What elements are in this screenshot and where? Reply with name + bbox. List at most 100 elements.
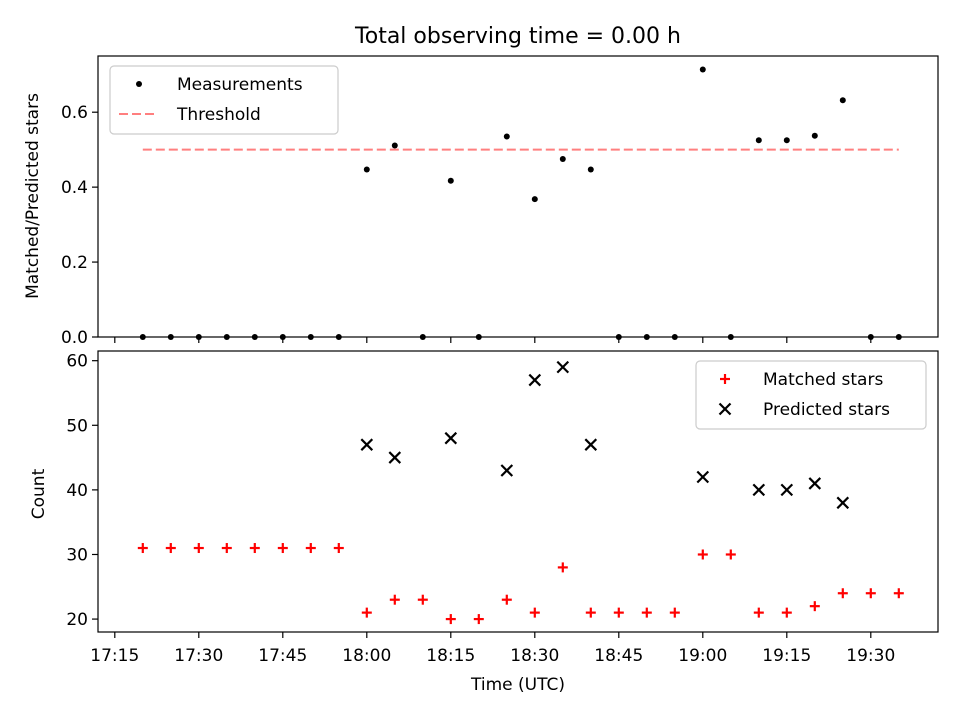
top-data-point xyxy=(811,132,818,139)
bottom-data-point xyxy=(697,549,708,560)
bottom-data-point xyxy=(837,588,848,599)
top-data-point xyxy=(391,142,398,149)
bottom-data-point xyxy=(780,483,794,497)
top-y-tick-label: 0.0 xyxy=(61,328,88,348)
bottom-y-tick-label: 50 xyxy=(66,416,88,436)
top-plot-area: 0.0 0.2 0.4 0.6 xyxy=(61,55,939,348)
top-axes-frame xyxy=(97,55,939,338)
x-tick-label: 18:00 xyxy=(342,646,391,666)
bottom-data-point xyxy=(221,543,232,554)
bottom-data-point xyxy=(193,543,204,554)
bottom-data-point xyxy=(528,373,542,387)
bottom-data-point xyxy=(725,549,736,560)
bottom-legend: Matched stars Predicted stars xyxy=(695,360,927,430)
bottom-data-point xyxy=(529,607,540,618)
top-legend: Measurements Threshold xyxy=(109,65,339,135)
bottom-data-point xyxy=(584,438,598,451)
bottom-data-point xyxy=(752,483,766,497)
top-data-point xyxy=(699,66,706,73)
top-data-point xyxy=(447,177,454,184)
bottom-data-point xyxy=(809,601,820,612)
top-data-point xyxy=(363,166,370,173)
bottom-y-tick-label: 30 xyxy=(66,545,88,565)
bottom-data-point xyxy=(389,594,400,605)
top-data-point xyxy=(587,166,594,173)
bottom-data-point xyxy=(361,607,372,618)
top-y-axis-label: Matched/Predicted stars xyxy=(23,93,43,299)
top-data-point xyxy=(839,97,846,104)
bottom-y-tick-label: 20 xyxy=(66,610,88,630)
top-data-point xyxy=(755,137,762,144)
bottom-y-tick-label: 40 xyxy=(66,481,88,501)
bottom-data-point xyxy=(137,543,148,554)
bottom-axes-frame xyxy=(97,350,939,633)
top-y-tick-label: 0.6 xyxy=(61,103,88,123)
bottom-data-point xyxy=(277,543,288,554)
top-y-tick-label: 0.2 xyxy=(61,253,88,273)
bottom-plot-area: 20 30 40 50 60 17:15 17:30 17:45 18:00 18:15 18:30… xyxy=(66,350,939,666)
bottom-data-point xyxy=(417,594,428,605)
bottom-data-point xyxy=(696,470,710,484)
bottom-data-point xyxy=(333,543,344,554)
bottom-data-point xyxy=(613,607,624,618)
bottom-y-axis-label: Count xyxy=(29,468,49,519)
bottom-series-1 xyxy=(360,360,850,510)
bottom-legend-item: Predicted stars xyxy=(718,400,890,420)
bottom-data-point xyxy=(781,607,792,618)
bottom-series-0 xyxy=(137,543,904,625)
top-y-tick-label: 0.4 xyxy=(61,178,88,198)
bottom-data-point xyxy=(249,543,260,554)
bottom-data-point xyxy=(556,360,570,374)
top-legend-box xyxy=(109,65,339,135)
top-legend-item: Measurements xyxy=(136,75,303,95)
x-tick-label: 17:45 xyxy=(258,646,307,666)
bottom-data-point xyxy=(473,614,484,625)
bottom-data-point xyxy=(444,431,458,445)
bottom-y-tick-label: 60 xyxy=(66,352,88,372)
top-legend-label: Measurements xyxy=(177,75,303,95)
chart-title: Total observing time = 0.00 h xyxy=(354,24,681,49)
bottom-data-point xyxy=(585,607,596,618)
bottom-data-point xyxy=(388,451,402,464)
bottom-data-point xyxy=(893,588,904,599)
top-legend-label: Threshold xyxy=(176,105,261,125)
bottom-legend-label: Predicted stars xyxy=(763,400,890,420)
x-tick-label: 19:30 xyxy=(846,646,895,666)
x-tick-label: 18:15 xyxy=(426,646,475,666)
bottom-data-point xyxy=(836,496,850,510)
top-series-0 xyxy=(139,66,902,340)
bottom-data-point xyxy=(557,562,568,573)
bottom-data-point xyxy=(165,543,176,554)
bottom-legend-box xyxy=(695,360,927,430)
bottom-data-point xyxy=(305,543,316,554)
bottom-data-point xyxy=(669,607,680,618)
bottom-data-point xyxy=(753,607,764,618)
x-tick-label: 18:30 xyxy=(510,646,559,666)
top-legend-item: Threshold xyxy=(119,105,261,125)
x-tick-label: 19:00 xyxy=(678,646,727,666)
x-axis-label: Time (UTC) xyxy=(470,675,565,695)
top-legend-swatch xyxy=(136,81,142,87)
top-data-point xyxy=(503,133,510,140)
bottom-data-point xyxy=(865,588,876,599)
top-data-point xyxy=(783,137,790,144)
top-panel: 0.0 0.2 0.4 0.6 Measurements Threshold Match… xyxy=(23,55,939,348)
top-data-point xyxy=(559,156,566,163)
x-tick-label: 19:15 xyxy=(762,646,811,666)
bottom-data-point xyxy=(360,438,374,451)
bottom-legend-swatch xyxy=(718,402,732,416)
bottom-legend-item: Matched stars xyxy=(720,370,883,390)
x-tick-label: 17:15 xyxy=(90,646,139,666)
bottom-data-point xyxy=(808,477,822,490)
bottom-panel: 20 30 40 50 60 17:15 17:30 17:45 18:00 18:15 18:30… xyxy=(29,350,939,666)
bottom-legend-swatch xyxy=(720,374,730,384)
bottom-legend-label: Matched stars xyxy=(763,370,883,390)
bottom-data-point xyxy=(641,607,652,618)
bottom-data-point xyxy=(500,464,514,477)
x-tick-label: 17:30 xyxy=(174,646,223,666)
top-data-point xyxy=(531,196,538,203)
x-tick-label: 18:45 xyxy=(594,646,643,666)
bottom-data-point xyxy=(445,614,456,625)
bottom-data-point xyxy=(501,594,512,605)
